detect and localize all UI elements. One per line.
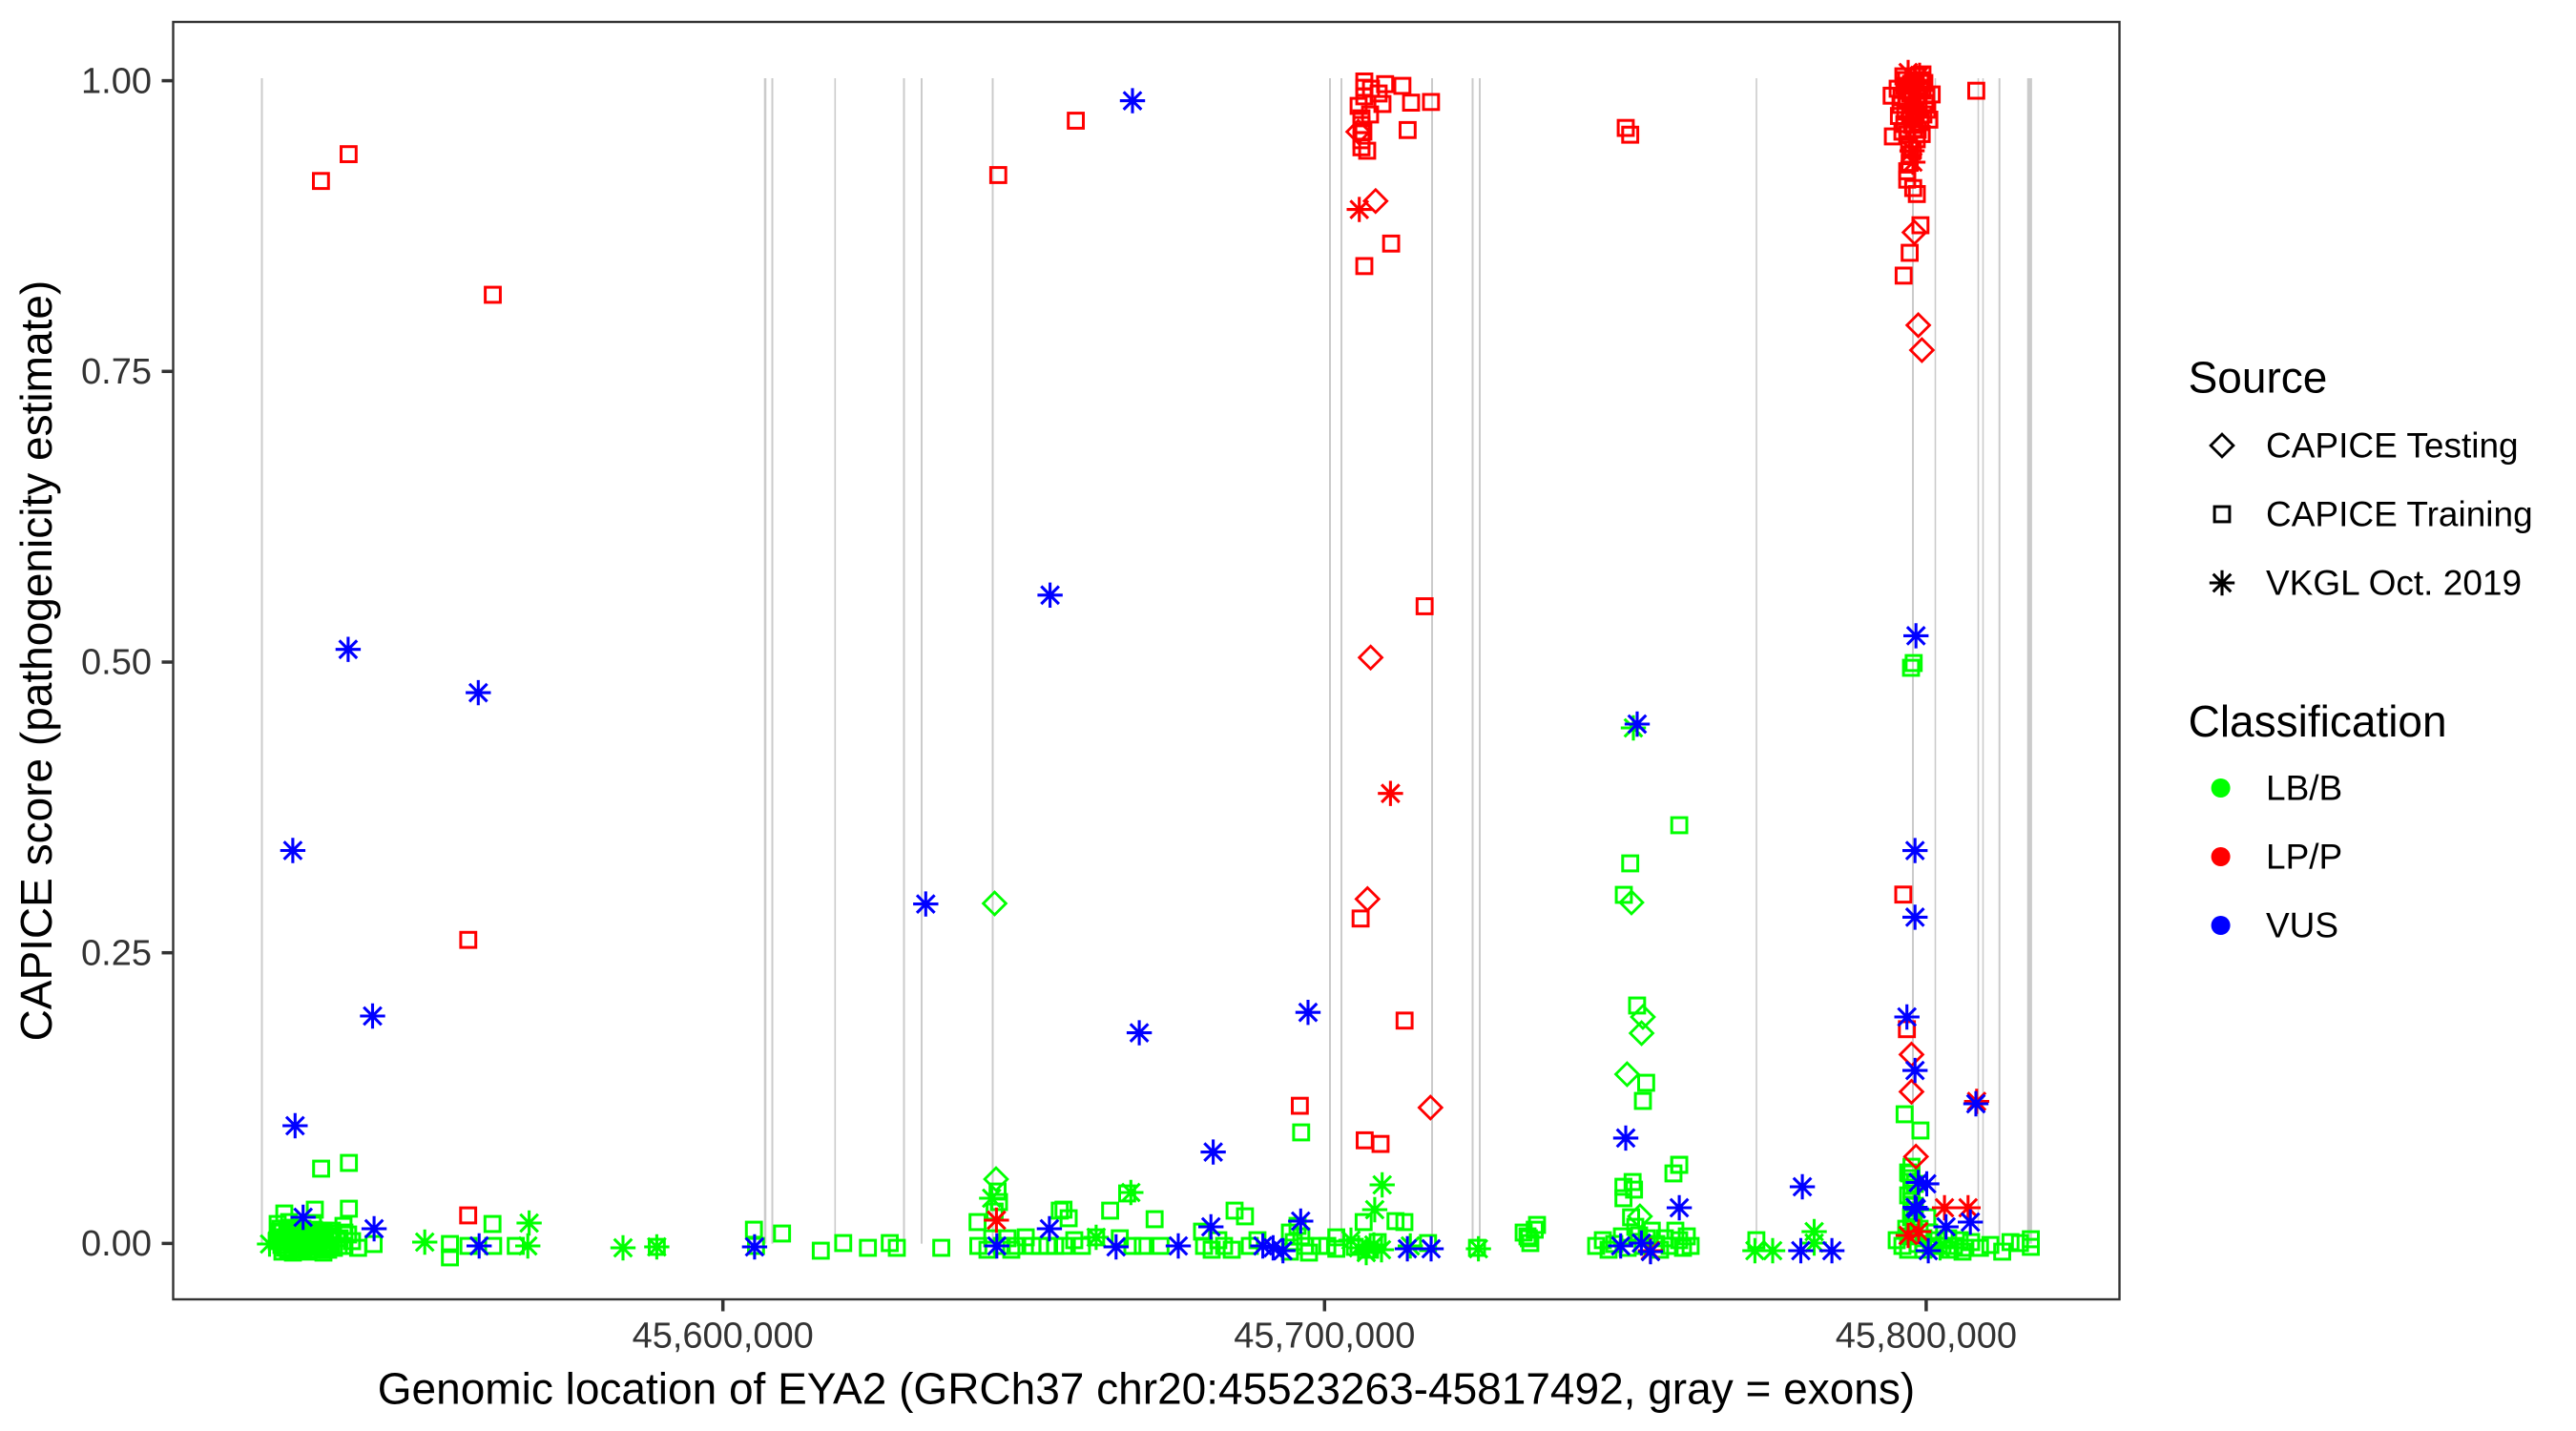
- svg-text:CAPICE Testing: CAPICE Testing: [2266, 426, 2519, 466]
- svg-text:45,600,000: 45,600,000: [633, 1316, 814, 1356]
- svg-text:CAPICE Training: CAPICE Training: [2266, 495, 2533, 534]
- svg-text:Source: Source: [2189, 352, 2328, 402]
- svg-text:VKGL Oct. 2019: VKGL Oct. 2019: [2266, 564, 2522, 603]
- svg-text:1.00: 1.00: [81, 61, 152, 101]
- svg-text:0.75: 0.75: [81, 352, 152, 392]
- svg-text:0.25: 0.25: [81, 933, 152, 973]
- svg-text:CAPICE score (pathogenicity es: CAPICE score (pathogenicity estimate): [11, 280, 61, 1042]
- svg-text:45,800,000: 45,800,000: [1836, 1316, 2017, 1356]
- svg-text:Genomic location of EYA2 (GRCh: Genomic location of EYA2 (GRCh37 chr20:4…: [378, 1364, 1915, 1414]
- svg-text:0.50: 0.50: [81, 643, 152, 683]
- svg-text:0.00: 0.00: [81, 1224, 152, 1264]
- svg-text:LB/B: LB/B: [2266, 769, 2342, 808]
- svg-text:VUS: VUS: [2266, 906, 2338, 945]
- svg-text:LP/P: LP/P: [2266, 838, 2342, 877]
- svg-text:Classification: Classification: [2189, 696, 2447, 746]
- svg-text:45,700,000: 45,700,000: [1234, 1316, 1415, 1356]
